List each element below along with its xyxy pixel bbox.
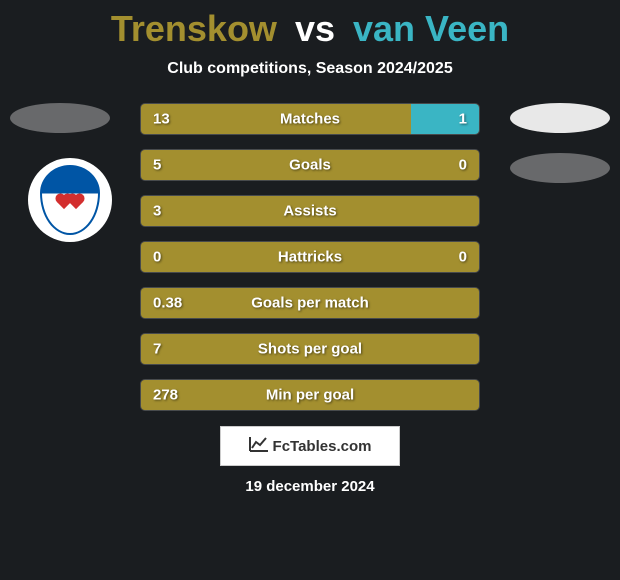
stat-row: Hattricks 0 0 — [140, 241, 480, 273]
stat-row: Assists 3 — [140, 195, 480, 227]
stat-bar-right — [411, 104, 479, 134]
fctables-logo[interactable]: FcTables.com — [220, 426, 400, 466]
stat-value-right: 0 — [459, 249, 467, 266]
footer-date: 19 december 2024 — [0, 478, 620, 495]
stat-value-left: 5 — [153, 157, 161, 174]
fctables-text: FcTables.com — [273, 438, 372, 455]
vs-text: vs — [295, 8, 335, 49]
stat-label: Goals — [289, 157, 331, 174]
stat-row: Goals per match 0.38 — [140, 287, 480, 319]
stat-row: Matches 13 1 — [140, 103, 480, 135]
stat-label: Assists — [283, 203, 336, 220]
stat-row: Shots per goal 7 — [140, 333, 480, 365]
stat-label: Shots per goal — [258, 341, 362, 358]
stat-label: Hattricks — [278, 249, 342, 266]
stat-label: Matches — [280, 111, 340, 128]
stat-row: Min per goal 278 — [140, 379, 480, 411]
stat-value-right: 0 — [459, 157, 467, 174]
stat-bar-left — [141, 104, 411, 134]
player2-name: van Veen — [353, 8, 509, 49]
comparison-title: Trenskow vs van Veen — [0, 0, 620, 50]
stat-bars: Matches131Goals50Assists3Hattricks00Goal… — [140, 103, 480, 411]
hearts-icon — [59, 197, 81, 207]
stat-value-right: 1 — [459, 111, 467, 128]
stat-value-left: 0.38 — [153, 295, 182, 312]
content-area: Matches131Goals50Assists3Hattricks00Goal… — [0, 103, 620, 411]
stat-value-left: 278 — [153, 387, 178, 404]
stat-value-left: 3 — [153, 203, 161, 220]
subtitle: Club competitions, Season 2024/2025 — [0, 60, 620, 78]
stat-value-left: 0 — [153, 249, 161, 266]
stat-value-left: 13 — [153, 111, 170, 128]
chart-icon — [249, 436, 269, 457]
player1-club-logo — [28, 158, 112, 242]
stat-row: Goals 5 0 — [140, 149, 480, 181]
player2-photo-placeholder — [510, 103, 610, 133]
player1-photo-placeholder — [10, 103, 110, 133]
heerenveen-shield-icon — [40, 165, 100, 235]
player1-name: Trenskow — [111, 8, 277, 49]
stat-label: Min per goal — [266, 387, 354, 404]
stat-label: Goals per match — [251, 295, 369, 312]
stat-value-left: 7 — [153, 341, 161, 358]
player2-club-placeholder — [510, 153, 610, 183]
